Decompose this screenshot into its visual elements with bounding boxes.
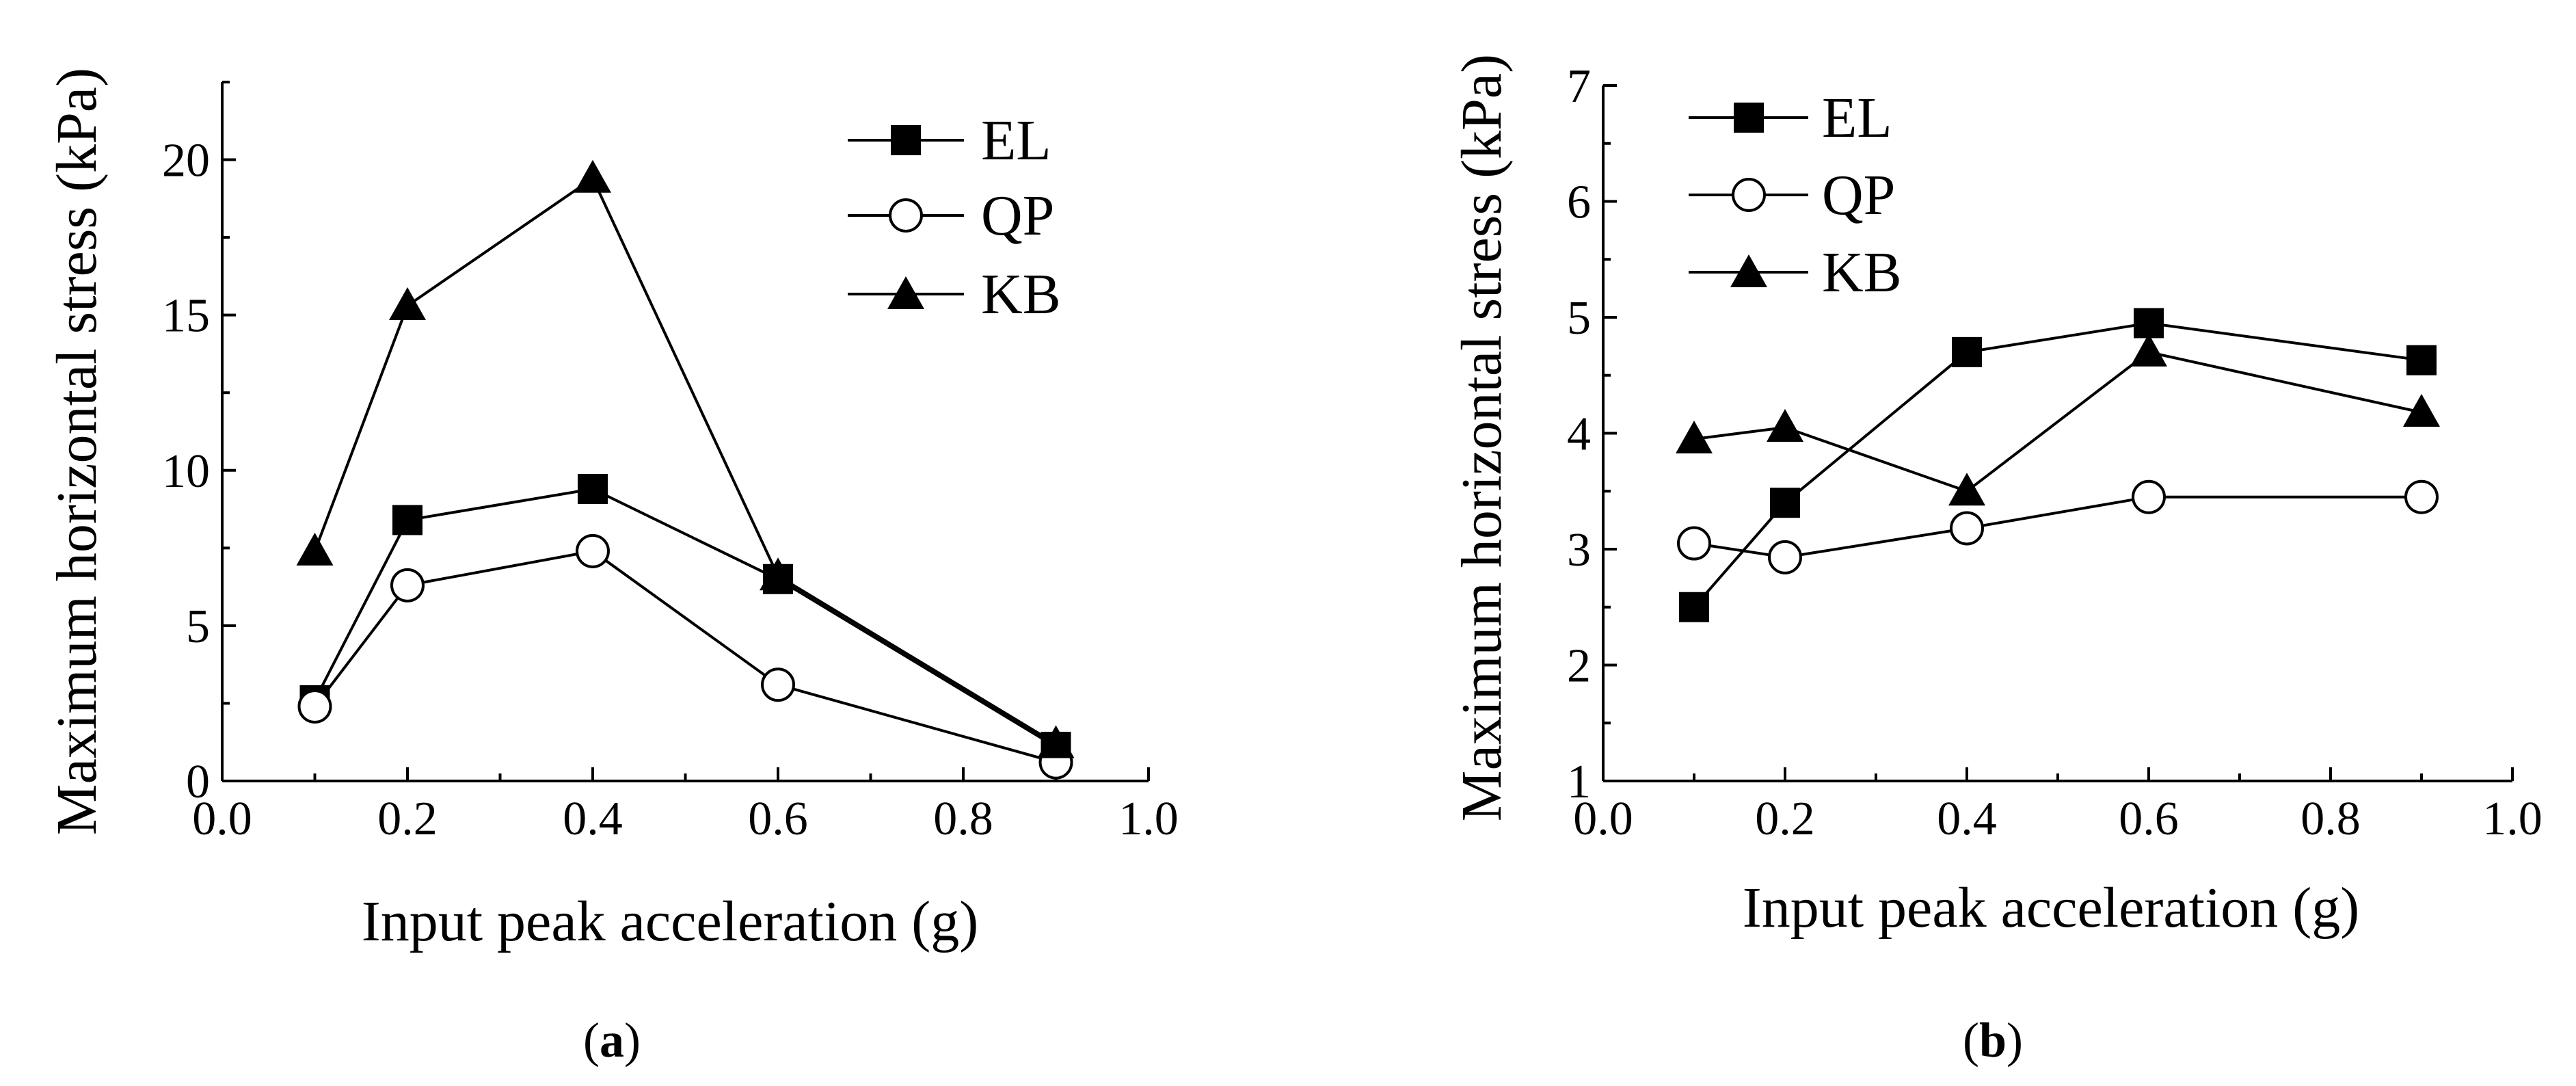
data-point-el [1952, 336, 1982, 367]
panel-label-a: (a) [583, 1013, 641, 1068]
series-line-kb [313, 176, 1057, 745]
y-tick-label: 4 [1567, 408, 1591, 461]
y-tick-label: 5 [1567, 292, 1591, 345]
y-tick-label: 6 [1567, 176, 1591, 229]
chart-panel-a: 0.0 0.2 0.4 0.6 0.8 1.0 0 5 10 15 20 Input peak a… [45, 68, 1179, 1068]
x-tick-label: 0.0 [1573, 793, 1633, 845]
legend-marker-el [1734, 103, 1764, 133]
data-point-qp [761, 667, 795, 702]
x-tick-label: 0.2 [377, 793, 438, 845]
legend-label-el: EL [1822, 86, 1892, 150]
y-tick-label: 2 [1567, 640, 1591, 693]
y-tick-label: 10 [162, 445, 210, 498]
data-point-qp [1768, 540, 1802, 574]
x-tick-label: 0.2 [1755, 793, 1815, 845]
x-axis-label: Input peak acceleration (g) [362, 890, 979, 953]
legend-label-qp: QP [1822, 163, 1895, 227]
x-tick-label: 0.0 [192, 793, 252, 845]
data-point-el [1679, 592, 1709, 622]
data-point-kb [1767, 409, 1803, 442]
y-tick-label: 15 [162, 290, 210, 343]
legend-marker-kb [1730, 254, 1767, 287]
series-line-qp [1693, 495, 2421, 559]
y-tick-label: 3 [1567, 524, 1591, 577]
series-line-kb [1693, 350, 2422, 493]
data-point-el [392, 505, 422, 535]
legend-label-kb: KB [1822, 241, 1902, 304]
y-tick-labels: 0 5 10 15 20 [162, 135, 210, 808]
data-point-qp [576, 533, 610, 568]
legend-marker-qp [1732, 178, 1766, 212]
series-line-qp [313, 549, 1057, 764]
x-tick-label: 0.4 [563, 793, 623, 845]
x-tick-label: 1.0 [2482, 793, 2543, 845]
legend-marker-qp [889, 198, 923, 233]
legend-label-qp: QP [981, 184, 1054, 248]
series-markers [296, 159, 1075, 780]
y-tick-label: 1 [1567, 756, 1591, 808]
panel-label-b: (b) [1963, 1013, 2023, 1068]
series-markers [1676, 308, 2440, 622]
data-point-kb [1676, 420, 1713, 453]
legend: EL QP KB [848, 109, 1061, 326]
x-axis-label: Input peak acceleration (g) [1743, 876, 2360, 940]
y-axis-label: Maximum horizontal stress (kPa) [45, 68, 109, 835]
y-tick-labels: 1 2 3 4 5 6 7 [1567, 60, 1591, 808]
series-lines [313, 176, 1057, 764]
x-tick-labels: 0.0 0.2 0.4 0.6 0.8 1.0 [192, 793, 1179, 845]
x-tick-label: 0.4 [1937, 793, 1997, 845]
panel-letter-b: b [1979, 1013, 2007, 1068]
series-lines [1693, 321, 2422, 609]
x-tick-label: 0.8 [933, 793, 993, 845]
x-tick-label: 0.8 [2300, 793, 2361, 845]
legend: EL QP KB [1689, 86, 1902, 304]
legend-label-el: EL [981, 109, 1051, 172]
data-point-kb [296, 532, 334, 566]
legend-marker-el [891, 125, 921, 155]
y-tick-label: 5 [186, 600, 210, 653]
y-tick-label: 0 [186, 756, 210, 808]
data-point-el [2406, 345, 2437, 375]
data-point-kb [2130, 333, 2167, 367]
series-line-el [1693, 321, 2422, 609]
data-point-kb [389, 287, 426, 321]
data-point-qp [297, 689, 332, 724]
data-point-kb [574, 159, 611, 193]
y-axis-label: Maximum horizontal stress (kPa) [1450, 54, 1514, 821]
x-tick-labels: 0.0 0.2 0.4 0.6 0.8 1.0 [1573, 793, 2543, 845]
legend-label-kb: KB [981, 263, 1061, 326]
chart-panel-b: 0.0 0.2 0.4 0.6 0.8 1.0 1 2 3 4 5 6 7 Input peak ac… [1450, 54, 2543, 1068]
data-point-el [578, 474, 608, 505]
data-point-kb [760, 557, 796, 591]
data-point-el [2134, 308, 2164, 339]
legend-marker-kb [887, 276, 924, 309]
data-point-qp [390, 568, 425, 602]
panel-letter-a: a [600, 1013, 624, 1068]
data-point-kb [1948, 473, 1985, 506]
data-point-kb [1037, 725, 1075, 758]
data-point-qp [2404, 479, 2439, 514]
data-point-el [1770, 488, 1800, 518]
y-tick-label: 7 [1567, 60, 1591, 113]
data-point-qp [2132, 479, 2166, 514]
y-tick-label: 20 [162, 135, 210, 187]
x-tick-label: 1.0 [1118, 793, 1179, 845]
data-point-qp [1950, 511, 1984, 546]
data-point-qp [1677, 526, 1711, 561]
x-tick-label: 0.6 [2119, 793, 2179, 845]
data-point-kb [2403, 393, 2440, 427]
x-tick-label: 0.6 [748, 793, 808, 845]
axes [1602, 84, 2514, 782]
